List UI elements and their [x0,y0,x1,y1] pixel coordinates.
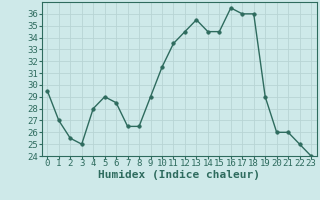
X-axis label: Humidex (Indice chaleur): Humidex (Indice chaleur) [98,170,260,180]
